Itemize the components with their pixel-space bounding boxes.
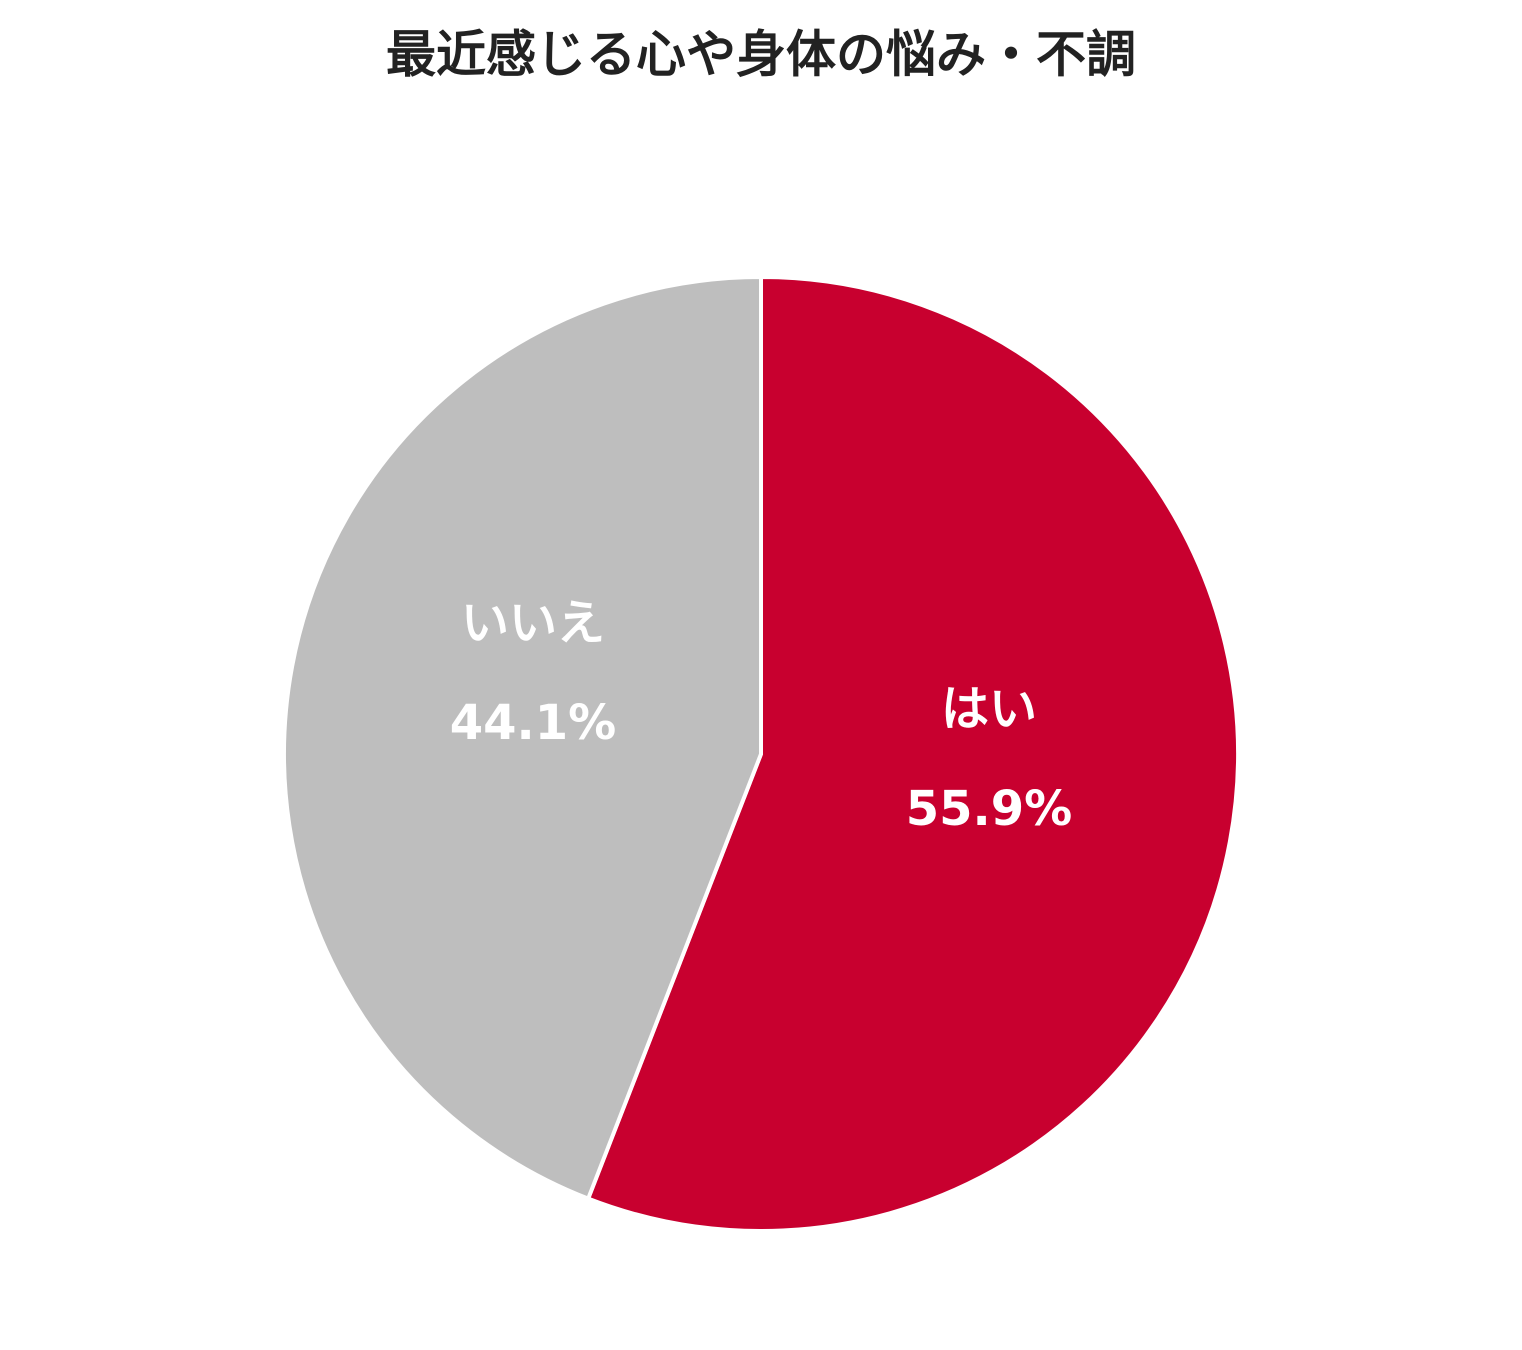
slice-value-label: 44.1% — [450, 695, 617, 751]
pie-slice — [585, 274, 1240, 1233]
slice-label: はい — [941, 681, 1037, 737]
chart-title: 最近感じる心や身体の悩み・不調 — [386, 26, 1136, 84]
pie-slice — [282, 274, 763, 1202]
slice-value-label: 55.9% — [906, 781, 1073, 837]
slice-label: いいえ — [461, 595, 605, 651]
